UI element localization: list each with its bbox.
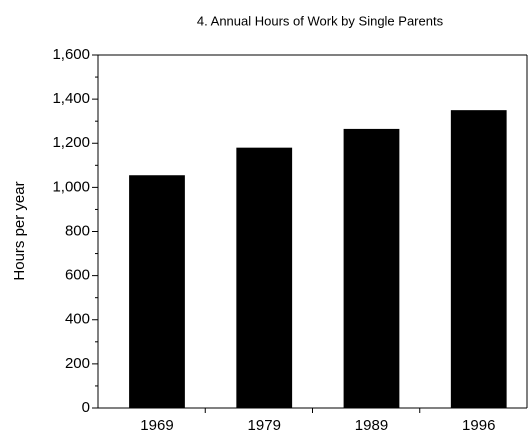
bar bbox=[450, 110, 507, 408]
bar bbox=[129, 175, 185, 408]
x-tick-label: 1989 bbox=[355, 417, 388, 434]
y-tick-label: 800 bbox=[65, 222, 90, 239]
bar bbox=[236, 147, 293, 408]
x-tick-label: 1979 bbox=[248, 417, 281, 434]
y-tick-label: 1,600 bbox=[52, 46, 90, 63]
y-tick-label: 200 bbox=[65, 355, 90, 372]
bar bbox=[343, 128, 400, 409]
y-tick-label: 1,000 bbox=[52, 178, 90, 195]
y-axis-label: Hours per year bbox=[11, 181, 28, 280]
y-tick-label: 0 bbox=[82, 399, 90, 416]
chart-title: 4. Annual Hours of Work by Single Parent… bbox=[197, 13, 444, 28]
x-tick-label: 1996 bbox=[462, 417, 495, 434]
y-tick-label: 1,200 bbox=[52, 134, 90, 151]
y-tick-label: 1,400 bbox=[52, 90, 90, 107]
x-tick-label: 1969 bbox=[140, 417, 173, 434]
y-tick-label: 600 bbox=[65, 267, 90, 284]
y-tick-label: 400 bbox=[65, 311, 90, 328]
